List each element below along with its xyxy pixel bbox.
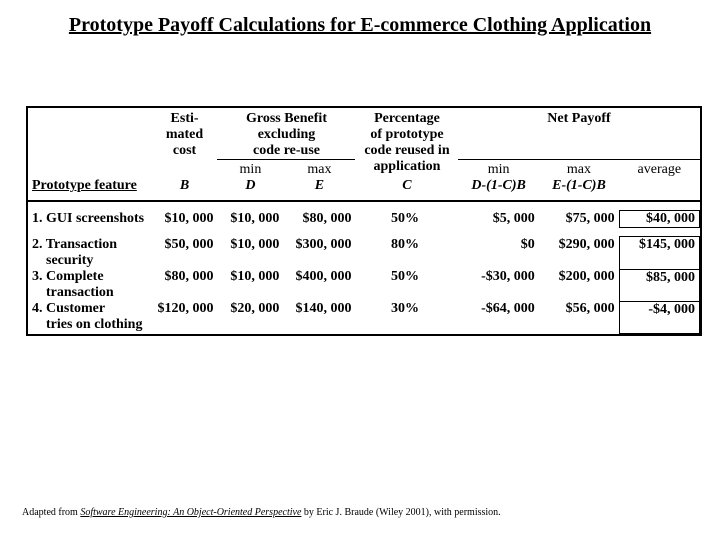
cell: $10, 000 [217, 269, 283, 301]
cell: $75, 000 [539, 211, 619, 228]
table-row: 2. Transaction security $50, 000 $10, 00… [28, 237, 700, 269]
row-label: 4. Customer tries on clothing [28, 301, 152, 333]
cell: -$30, 000 [458, 269, 538, 301]
cell: -$64, 000 [458, 301, 538, 333]
cell: 50% [355, 269, 458, 301]
cell: $290, 000 [539, 237, 619, 269]
var-F1: D-(1-C)B [458, 178, 538, 201]
cell: $50, 000 [152, 237, 218, 269]
cell: 50% [355, 211, 458, 228]
cell: $200, 000 [539, 269, 619, 301]
table-row: 4. Customer tries on clothing $120, 000 … [28, 301, 700, 333]
var-B: B [152, 178, 218, 201]
row-label: 3. Complete transaction [28, 269, 152, 301]
cell: 80% [355, 237, 458, 269]
row-label: 1. GUI screenshots [28, 211, 152, 228]
cell: 30% [355, 301, 458, 333]
cell: $0 [458, 237, 538, 269]
col-header-net: Net Payoff [458, 108, 699, 160]
var-F2: E-(1-C)B [539, 178, 619, 201]
table-row: 1. GUI screenshots $10, 000 $10, 000 $80… [28, 211, 700, 228]
citation: Adapted from Software Engineering: An Ob… [22, 507, 501, 518]
cell: $10, 000 [217, 237, 283, 269]
col-sub-min2: min [458, 160, 538, 179]
row-label: 2. Transaction security [28, 237, 152, 269]
cell-avg: $40, 000 [619, 211, 699, 228]
cell-avg: $85, 000 [619, 269, 699, 301]
cell: $80, 000 [283, 211, 355, 228]
row-header-feature: Prototype feature [28, 178, 152, 201]
cell: $80, 000 [152, 269, 218, 301]
cell-avg: $145, 000 [619, 237, 699, 269]
cell: $120, 000 [152, 301, 218, 333]
col-sub-min1: min [217, 160, 283, 179]
col-header-pct: Percentageof prototypecode reused inappl… [355, 108, 458, 178]
citation-prefix: Adapted from [22, 507, 80, 518]
col-header-gross: Gross Benefitexcludingcode re-use [217, 108, 355, 160]
col-sub-max1: max [283, 160, 355, 179]
cell: $400, 000 [283, 269, 355, 301]
cell-avg: -$4, 000 [619, 301, 699, 333]
cell: $10, 000 [217, 211, 283, 228]
cell: $300, 000 [283, 237, 355, 269]
col-sub-max2: max [539, 160, 619, 179]
cell: $20, 000 [217, 301, 283, 333]
var-D: D [217, 178, 283, 201]
page-title: Prototype Payoff Calculations for E-comm… [0, 14, 720, 37]
citation-suffix: by Eric J. Braude (Wiley 2001), with per… [301, 507, 500, 518]
var-C: C [355, 178, 458, 201]
cell: $56, 000 [539, 301, 619, 333]
cell: $5, 000 [458, 211, 538, 228]
col-header-cost: Esti-matedcost [152, 108, 218, 178]
citation-book: Software Engineering: An Object-Oriented… [80, 507, 301, 518]
table-row: 3. Complete transaction $80, 000 $10, 00… [28, 269, 700, 301]
payoff-table: Esti-matedcost Gross Benefitexcludingcod… [26, 106, 702, 336]
var-E: E [283, 178, 355, 201]
cell: $10, 000 [152, 211, 218, 228]
col-sub-avg: average [619, 160, 699, 179]
cell: $140, 000 [283, 301, 355, 333]
